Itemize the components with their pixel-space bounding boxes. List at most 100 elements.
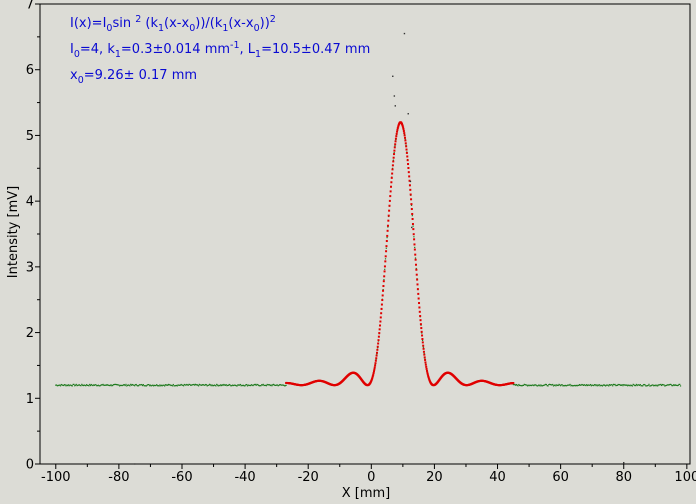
data-point [116,384,118,386]
data-point [634,384,637,387]
data-point [264,384,266,386]
data-point [58,384,60,386]
fit-point [424,358,427,361]
data-point [176,385,178,387]
data-point [567,384,570,386]
data-point [104,384,107,386]
data-point [585,384,587,387]
data-point [212,385,214,387]
fit-point [402,128,405,131]
fit-point [405,148,408,151]
data-point [654,384,656,386]
fit-point [378,328,381,331]
data-point [625,384,627,386]
data-point [189,383,191,386]
data-point [96,384,99,387]
data-point [251,384,253,386]
data-point [672,385,674,387]
data-point [78,384,81,386]
data-point [206,385,208,387]
x-axis-title: X [mm] [342,486,391,501]
data-point [276,384,279,386]
data-point [59,384,61,386]
fit-point [404,139,407,142]
data-point [394,145,396,147]
data-point [247,384,249,386]
data-point [142,384,144,386]
data-point [675,384,678,386]
data-point [250,384,253,386]
fit-point [410,208,413,211]
data-point [577,384,579,386]
data-point [672,384,675,386]
data-point [119,385,121,387]
annotation-layer: I(x)=I0sin 2 (k1(x-x0))/(k1(x-x0))2 I0=4,… [70,14,370,86]
data-point [519,384,521,386]
data-point [244,385,246,387]
data-point [157,385,159,387]
data-point [617,383,619,386]
data-point [63,384,66,386]
data-point [109,384,111,387]
data-point [645,385,647,387]
data-point [81,384,84,386]
fit-point [383,275,386,278]
fit-point [406,155,409,158]
data-point [80,385,82,387]
y-tick-label: 7 [26,0,34,13]
fit-point [390,181,393,184]
fit-point [425,365,428,368]
data-point [151,384,153,387]
data-point [84,384,86,387]
fit-point [423,353,426,356]
x-tick-label: 60 [552,470,569,485]
data-point [384,258,387,260]
data-point [100,384,102,386]
data-point [235,385,238,387]
data-point [171,385,174,387]
data-point [395,139,397,141]
fit-point [419,319,422,322]
data-point [250,384,252,387]
fit-point [417,292,420,295]
fit-point [404,142,407,145]
data-point [279,384,281,386]
fit-point [395,135,398,138]
data-point [231,384,234,386]
data-point [114,383,116,386]
data-point [638,384,641,386]
data-point [612,383,615,386]
data-point [173,385,175,387]
data-point [86,384,88,386]
data-point [202,384,204,386]
fit-annotation-line: x0=9.26± 0.17 mm [70,68,197,86]
fit-point [395,132,398,135]
data-point [573,385,575,387]
data-point [597,384,600,386]
data-point [123,384,125,386]
fit-point [374,362,377,365]
data-point [141,384,144,387]
data-point [118,384,120,386]
data-point [631,385,634,387]
data-point [539,385,541,387]
fit-point [384,260,387,263]
data-point [411,215,413,217]
data-point [564,384,566,387]
data-point [245,384,247,386]
data-point [217,385,219,387]
x-tick-label: -80 [108,470,129,485]
data-point [115,383,117,386]
data-point [609,384,611,386]
data-point [375,358,377,361]
data-point [62,384,64,386]
fit-point [403,134,406,137]
data-point [144,385,146,387]
data-point [410,204,413,206]
data-point [89,383,91,386]
data-point [136,384,138,387]
fit-point [405,145,408,148]
data-point [666,384,668,386]
data-point [516,384,518,386]
data-point [537,384,540,386]
